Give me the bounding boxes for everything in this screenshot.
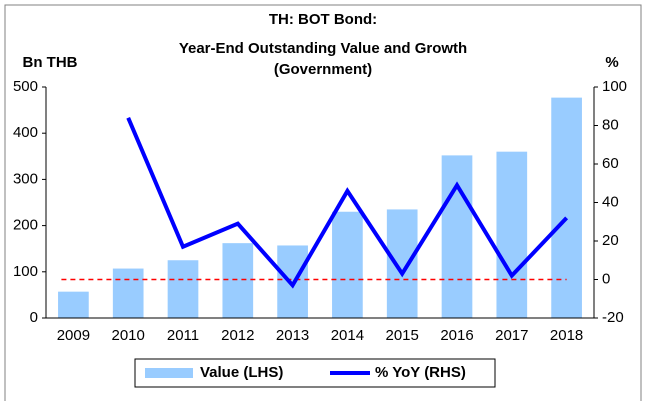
x-tick-label: 2012 <box>221 327 254 344</box>
y-tick-label: 100 <box>13 263 38 280</box>
bar <box>222 243 254 318</box>
x-tick-label: 2011 <box>167 327 199 344</box>
y-tick-label: 0 <box>30 309 38 326</box>
legend-swatch <box>145 368 193 378</box>
legend-label: Value (LHS) <box>200 364 283 381</box>
chart-title: TH: BOT Bond: <box>269 11 377 28</box>
y2-tick-label: 20 <box>602 232 619 249</box>
x-tick-label: 2009 <box>57 327 90 344</box>
y2-tick-label: 40 <box>602 193 619 210</box>
bar <box>332 211 363 318</box>
y2-tick-label: -20 <box>602 309 624 326</box>
bar <box>386 209 418 318</box>
x-tick-label: 2010 <box>112 327 145 344</box>
chart-title: Year-End Outstanding Value and Growth <box>179 40 467 57</box>
x-tick-label: 2015 <box>386 327 419 344</box>
y2-tick-label: 60 <box>602 155 619 172</box>
frame <box>4 4 642 401</box>
chart-title: (Government) <box>274 61 372 78</box>
legend-label: % YoY (RHS) <box>375 364 466 381</box>
y-tick-label: 400 <box>13 124 38 141</box>
bar <box>167 260 199 318</box>
bar <box>496 151 528 318</box>
bar <box>112 268 144 318</box>
x-tick-label: 2018 <box>550 327 583 344</box>
bar <box>58 291 89 318</box>
bar <box>551 97 582 318</box>
legend-box <box>134 358 496 388</box>
x-tick-label: 2017 <box>495 327 528 344</box>
y-axis-label: Bn THB <box>23 54 78 71</box>
line <box>126 117 569 289</box>
bar <box>441 155 473 318</box>
y2-tick-label: 0 <box>602 270 610 287</box>
y-tick-label: 500 <box>13 78 38 95</box>
x-tick-label: 2014 <box>331 327 364 344</box>
y-tick-label: 200 <box>13 217 38 234</box>
y2-axis-label: % <box>605 54 618 71</box>
y-tick-label: 300 <box>13 170 38 187</box>
x-tick-label: 2013 <box>276 327 309 344</box>
y2-tick-label: 80 <box>602 116 619 133</box>
x-tick-label: 2016 <box>440 327 473 344</box>
y2-tick-label: 100 <box>602 78 627 95</box>
